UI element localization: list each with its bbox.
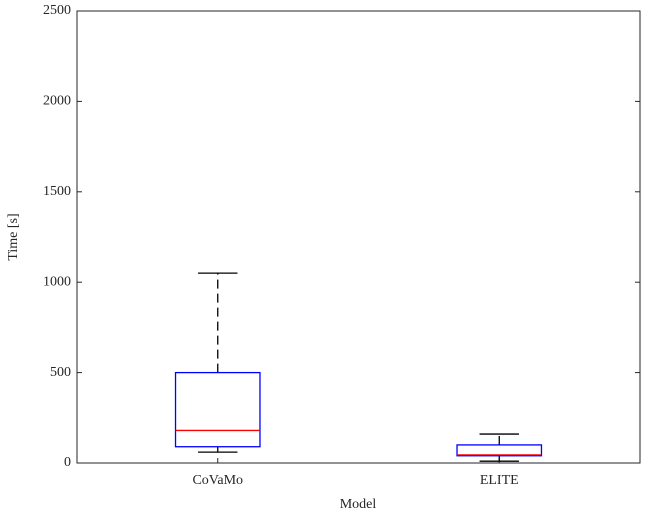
y-tick-label: 2500	[43, 3, 71, 18]
y-axis-label: Time [s]	[6, 213, 21, 260]
plot-frame	[76, 10, 641, 464]
x-tick-label: CoVaMo	[192, 473, 243, 488]
x-axis-label: Model	[340, 497, 377, 512]
y-tick-label: 2000	[43, 94, 71, 109]
y-tick-label: 500	[50, 365, 71, 380]
y-tick-label: 1500	[43, 184, 71, 199]
x-tick-label: ELITE	[480, 473, 519, 488]
box	[174, 371, 261, 448]
y-tick-label: 1000	[43, 274, 71, 289]
y-tick-label: 0	[64, 455, 71, 470]
box	[456, 444, 543, 457]
